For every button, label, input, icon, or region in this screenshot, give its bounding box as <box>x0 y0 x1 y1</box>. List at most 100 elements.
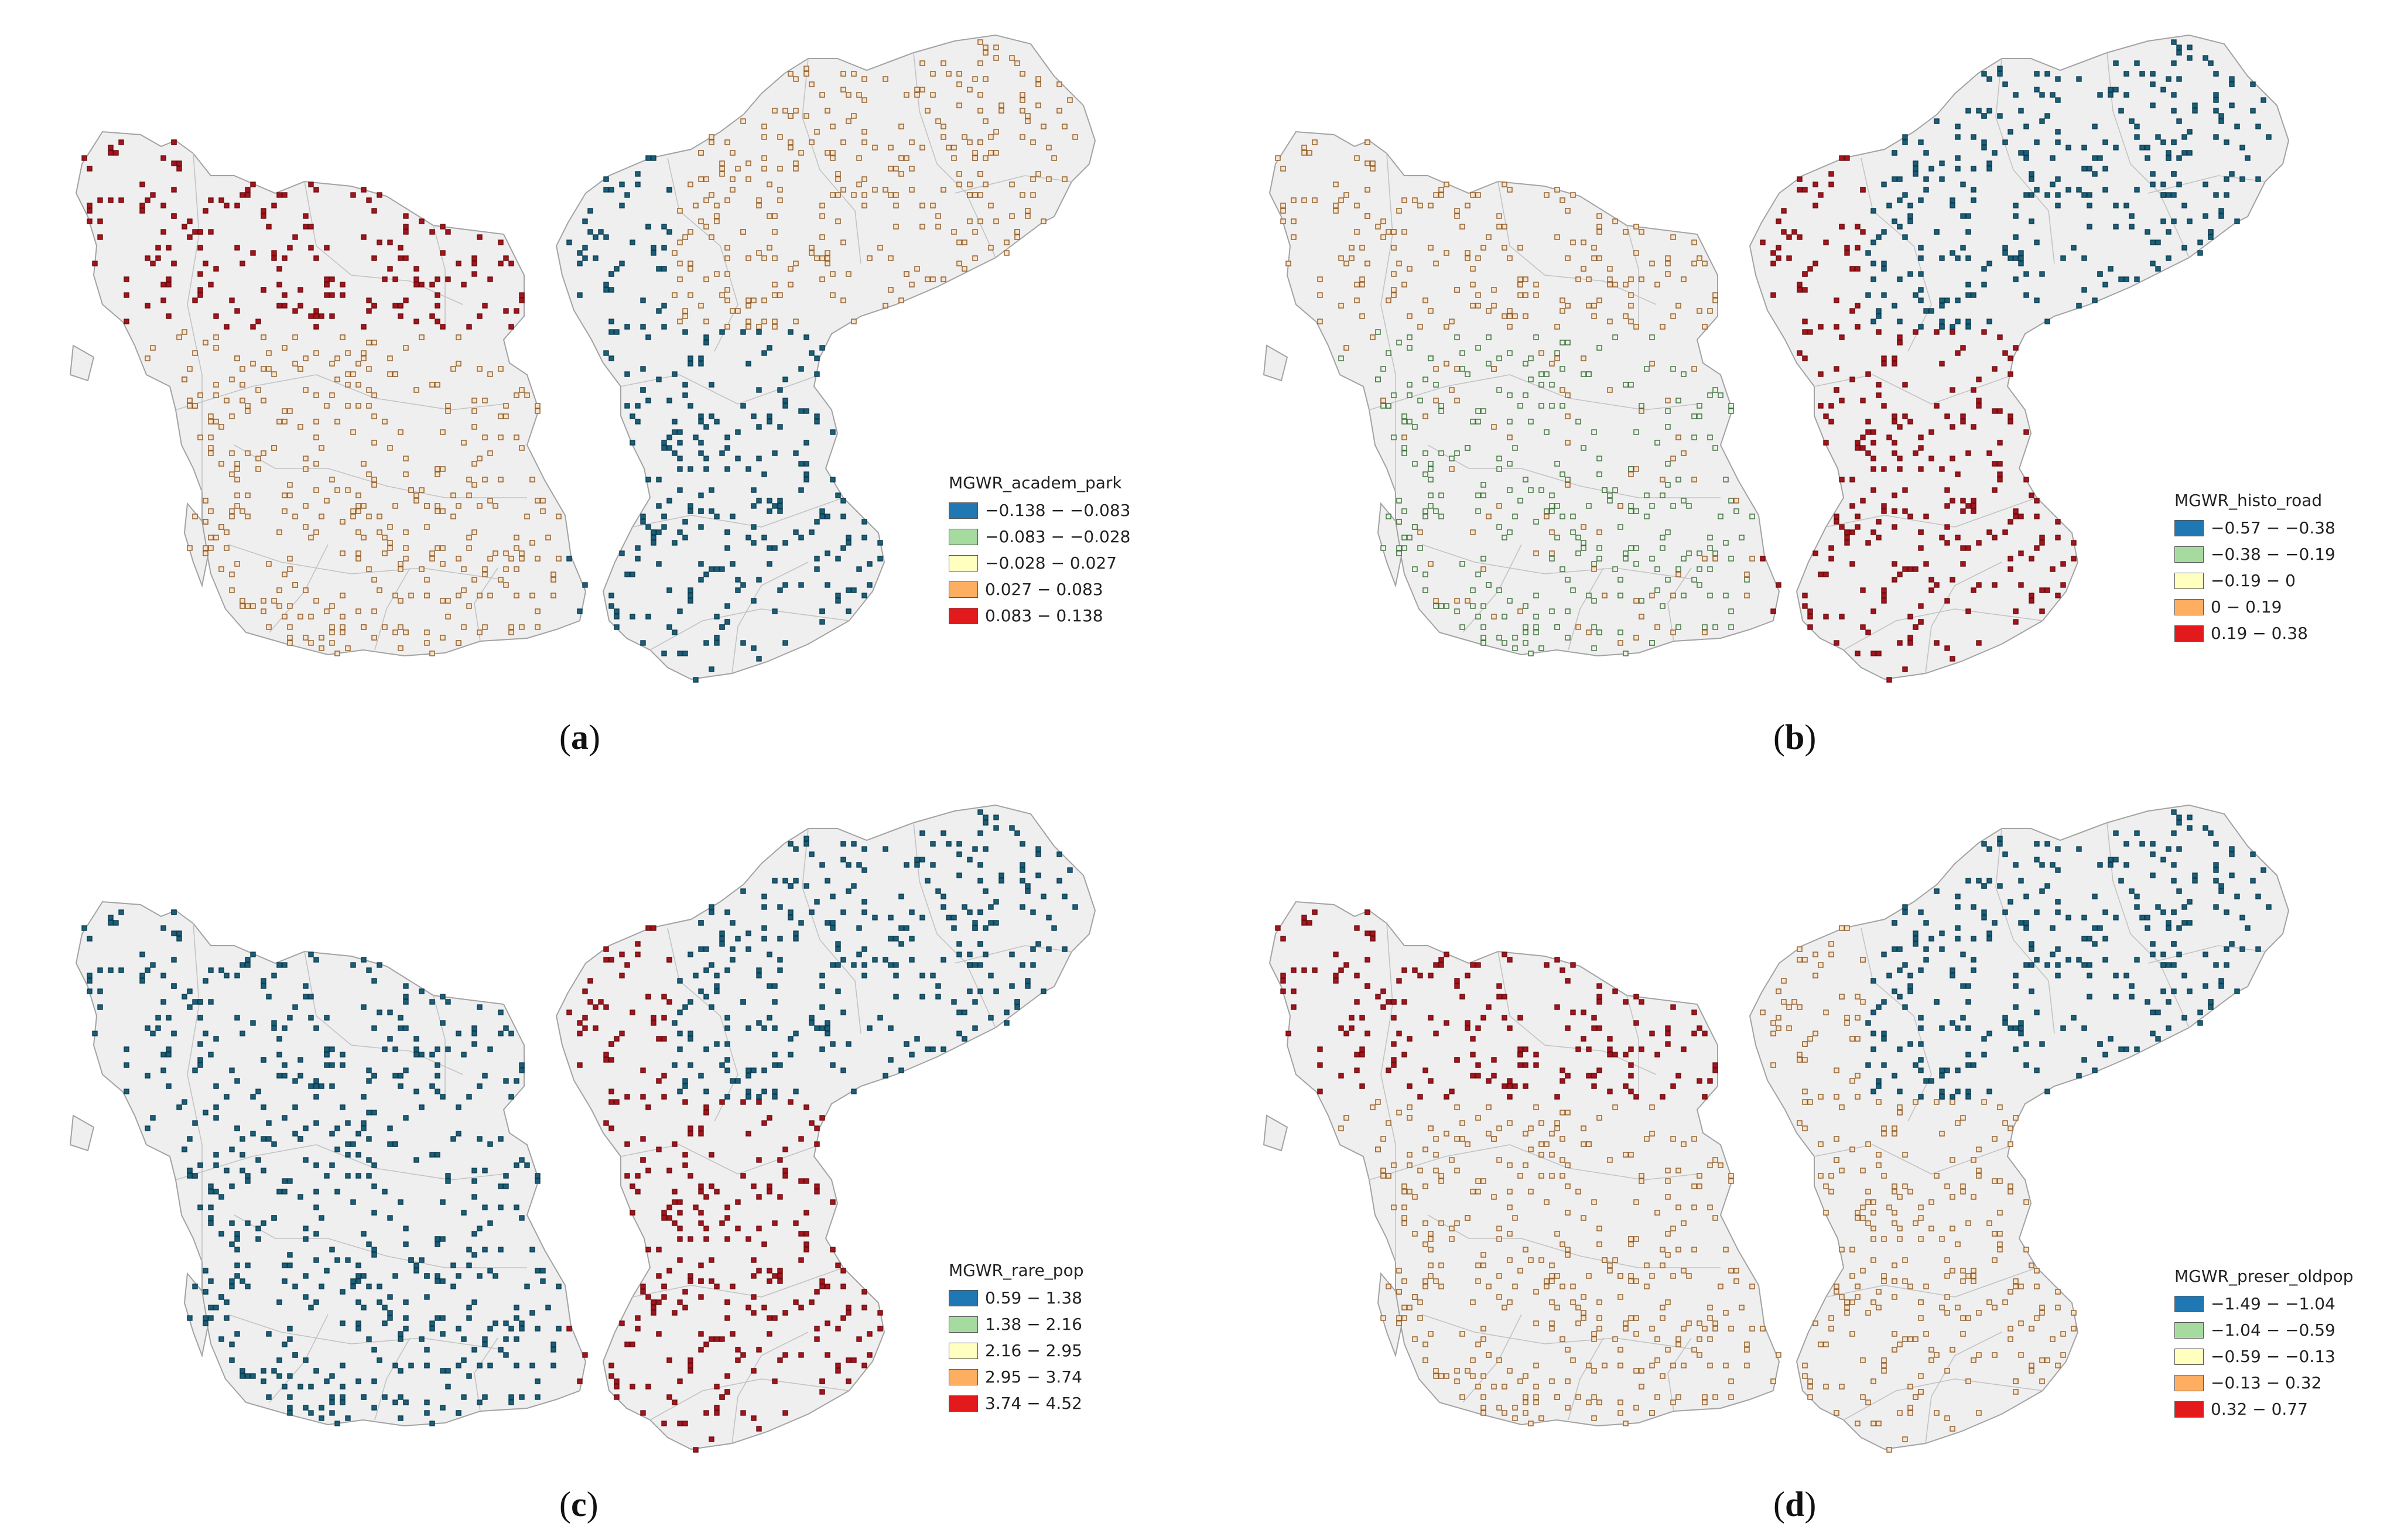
grid-cell-marker <box>1523 1410 1528 1416</box>
grid-cell-marker <box>508 629 514 635</box>
grid-cell-marker <box>1428 1078 1434 1084</box>
grid-cell-marker <box>1960 508 1966 514</box>
grid-cell-marker <box>846 862 851 868</box>
grid-cell-marker <box>1401 434 1407 440</box>
grid-cell-marker <box>935 118 941 124</box>
grid-cell-marker <box>1581 1310 1586 1316</box>
grid-cell-marker <box>825 1020 830 1026</box>
grid-cell-marker <box>1870 1421 1876 1426</box>
grid-cell-marker <box>2060 1331 2066 1337</box>
grid-cell-marker <box>1960 1115 1966 1121</box>
grid-cell-marker <box>1523 1131 1528 1137</box>
grid-cell-marker <box>208 1189 214 1195</box>
grid-cell-marker <box>930 276 936 282</box>
grid-cell-marker <box>1691 1031 1697 1036</box>
grid-cell-marker <box>1950 456 1955 461</box>
grid-cell-marker <box>282 571 288 577</box>
grid-cell-marker <box>1855 1015 1861 1021</box>
grid-cell-marker <box>724 1373 730 1379</box>
grid-cell-marker <box>250 361 256 367</box>
grid-cell-marker <box>1781 999 1787 1005</box>
grid-cell-marker <box>1897 176 1903 182</box>
grid-cell-marker <box>703 1236 709 1242</box>
grid-cell-marker <box>1623 999 1629 1005</box>
grid-cell-marker <box>688 1368 693 1374</box>
grid-cell-marker <box>1533 614 1539 620</box>
grid-cell-marker <box>1391 245 1397 251</box>
grid-cell-marker <box>287 1410 293 1416</box>
grid-cell-marker <box>1776 582 1781 588</box>
grid-cell-marker <box>2250 878 2256 884</box>
grid-cell-marker <box>1581 1315 1586 1321</box>
grid-cell-marker <box>1422 1220 1428 1226</box>
grid-cell-marker <box>2245 925 2251 931</box>
grid-cell-marker <box>1507 598 1513 604</box>
grid-cell-marker <box>445 1384 451 1390</box>
grid-cell-marker <box>355 492 361 498</box>
grid-cell-marker <box>1433 1278 1439 1284</box>
grid-cell-marker <box>1702 261 1708 266</box>
grid-cell-marker <box>1997 1178 2003 1184</box>
grid-cell-marker <box>2018 255 2024 261</box>
grid-cell-marker <box>282 303 288 309</box>
grid-cell-marker <box>898 155 904 161</box>
grid-cell-marker <box>735 1078 741 1084</box>
grid-cell-marker <box>1892 1131 1897 1137</box>
grid-cell-marker <box>698 1347 704 1353</box>
grid-cell-marker <box>1444 1373 1449 1379</box>
grid-cell-marker <box>1870 1009 1876 1015</box>
grid-cell-marker <box>1560 308 1565 314</box>
grid-cell-marker <box>819 1025 825 1031</box>
grid-cell-marker <box>698 355 704 361</box>
grid-cell-marker <box>1955 155 1961 161</box>
grid-cell-marker <box>2008 1336 2013 1342</box>
grid-cell-marker <box>466 1315 472 1321</box>
grid-cell-marker <box>1433 382 1439 388</box>
grid-cell-marker <box>1907 271 1913 277</box>
grid-cell-marker <box>1892 1294 1897 1300</box>
grid-cell-marker <box>2039 1305 2045 1310</box>
grid-cell-marker <box>1686 1273 1692 1279</box>
grid-cell-marker <box>651 925 656 931</box>
grid-cell-marker <box>2197 239 2203 245</box>
grid-cell-marker <box>1433 598 1439 604</box>
grid-cell-marker <box>1733 508 1739 514</box>
grid-cell-marker <box>1823 440 1829 446</box>
grid-cell-marker <box>266 1120 272 1126</box>
grid-cell-marker <box>682 1162 688 1168</box>
grid-cell-marker <box>1928 1078 1934 1084</box>
grid-cell-marker <box>192 403 198 409</box>
grid-cell-marker <box>171 909 177 915</box>
grid-cell-marker <box>1386 229 1391 235</box>
grid-cell-marker <box>1596 456 1602 461</box>
grid-cell-marker <box>1976 108 1982 114</box>
grid-cell-marker <box>745 176 751 182</box>
grid-cell-marker <box>1844 155 1850 161</box>
grid-cell-marker <box>1902 909 1908 915</box>
grid-cell-marker <box>2187 825 2193 831</box>
grid-cell-marker <box>983 952 989 957</box>
grid-cell-marker <box>1960 561 1966 567</box>
grid-cell-marker <box>366 1136 372 1142</box>
grid-cell-marker <box>724 139 730 145</box>
grid-cell-marker <box>213 419 219 425</box>
grid-cell-marker <box>809 245 815 251</box>
grid-cell-marker <box>756 197 762 203</box>
grid-cell-marker <box>761 925 767 931</box>
grid-cell-marker <box>2060 561 2066 567</box>
grid-cell-marker <box>861 1363 867 1368</box>
grid-cell-marker <box>1876 1083 1882 1089</box>
grid-cell-marker <box>1712 1394 1718 1400</box>
grid-cell-marker <box>788 329 794 335</box>
grid-cell-marker <box>624 1341 630 1347</box>
grid-cell-marker <box>1459 1331 1465 1337</box>
grid-cell-marker <box>366 1157 372 1163</box>
grid-cell-marker <box>1554 1120 1560 1126</box>
grid-cell-marker <box>2181 973 2187 978</box>
grid-cell-marker <box>608 1041 614 1047</box>
grid-cell-marker <box>366 514 372 519</box>
grid-cell-marker <box>830 962 836 968</box>
grid-cell-marker <box>682 308 688 314</box>
grid-cell-marker <box>155 1015 161 1021</box>
grid-cell-marker <box>1459 366 1465 372</box>
